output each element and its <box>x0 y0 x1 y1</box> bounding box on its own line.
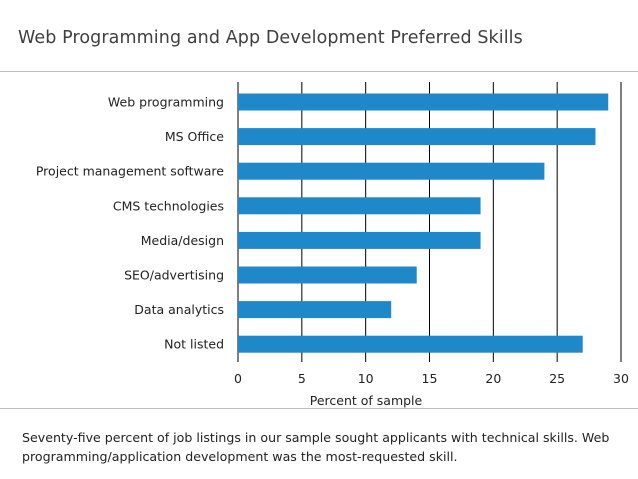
x-tick-label: 0 <box>234 371 242 386</box>
x-tick-label: 20 <box>485 371 501 386</box>
chart-caption: Seventy-five percent of job listings in … <box>22 430 610 464</box>
category-label: MS Office <box>165 129 224 144</box>
bottom-divider <box>0 408 638 409</box>
bar <box>238 93 609 111</box>
x-tick-label: 25 <box>549 371 565 386</box>
bar <box>238 231 481 249</box>
x-axis-label: Percent of sample <box>310 393 423 408</box>
category-label: Data analytics <box>134 302 224 317</box>
bar <box>238 197 481 215</box>
x-tick-label: 30 <box>613 371 629 386</box>
x-tick-label: 10 <box>358 371 374 386</box>
bar <box>238 335 583 353</box>
x-tick-label: 15 <box>422 371 438 386</box>
top-divider <box>0 71 638 72</box>
category-labels: Web programming MS Office Project manageme… <box>36 95 224 352</box>
category-label: SEO/advertising <box>124 268 224 283</box>
chart-title: Web Programming and App Development Pref… <box>18 28 523 48</box>
bars <box>238 93 609 353</box>
category-label: CMS technologies <box>113 198 224 213</box>
bar-chart: Web programming MS Office Project manageme… <box>36 82 629 408</box>
x-tick-label: 5 <box>298 371 306 386</box>
bar <box>238 162 545 180</box>
x-tick-labels: 0 5 10 15 20 25 30 <box>234 371 629 386</box>
grid-lines <box>237 82 622 362</box>
category-label: Project management software <box>36 164 224 179</box>
bar <box>238 266 417 284</box>
category-label: Web programming <box>108 95 224 110</box>
bar <box>238 128 596 146</box>
bar <box>238 301 392 319</box>
category-label: Not listed <box>164 337 224 352</box>
category-label: Media/design <box>141 233 224 248</box>
